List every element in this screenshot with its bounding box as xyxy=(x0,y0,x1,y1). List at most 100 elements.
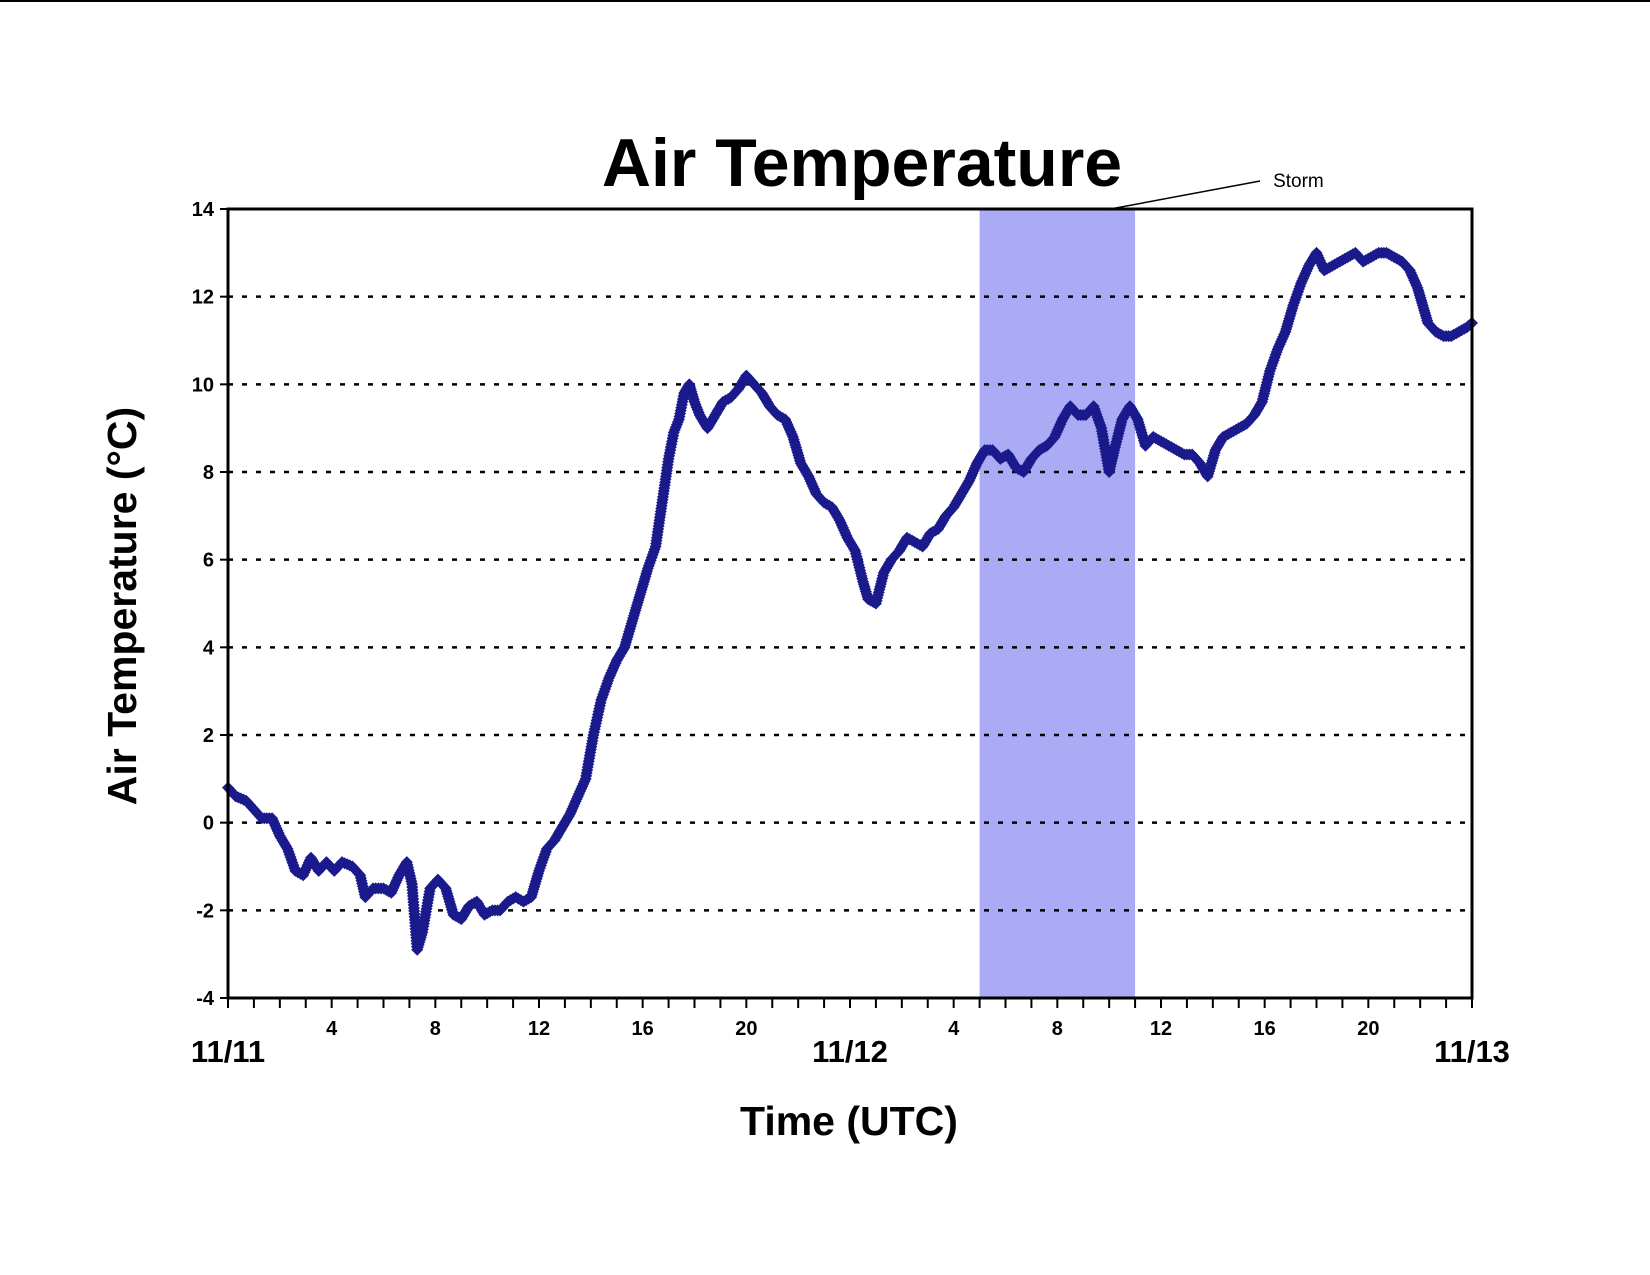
data-point xyxy=(1017,466,1030,478)
data-point xyxy=(525,891,538,904)
data-point xyxy=(1048,430,1061,443)
data-point xyxy=(346,860,359,873)
data-point xyxy=(717,395,730,408)
data-point xyxy=(970,457,983,470)
x-date-label: 11/11 xyxy=(191,1034,265,1069)
data-point xyxy=(439,882,452,895)
data-point xyxy=(1364,251,1377,264)
data-point xyxy=(610,654,623,667)
data-point xyxy=(1256,395,1269,408)
data-point xyxy=(1064,400,1077,413)
data-point xyxy=(939,509,952,522)
x-axis: 4 8 12 16 20 4 8 12 16 20 11/11 11/12 11/13 xyxy=(191,998,1510,1069)
y-tick-label: 6 xyxy=(203,550,214,572)
x-tick-label: 12 xyxy=(1150,1018,1172,1040)
data-point xyxy=(1108,444,1121,457)
data-point xyxy=(932,522,945,535)
data-point xyxy=(540,842,553,855)
data-point xyxy=(336,856,349,869)
data-point xyxy=(963,474,976,487)
data-point xyxy=(732,382,745,395)
data-point xyxy=(856,575,869,588)
data-point xyxy=(667,426,680,439)
y-tick-label: 8 xyxy=(203,462,214,484)
data-point xyxy=(1372,246,1385,259)
y-axis-title: Air Temperature (°C) xyxy=(99,407,145,805)
data-point xyxy=(1248,409,1261,422)
y-tick-label: -2 xyxy=(196,900,214,922)
x-tick-label: 20 xyxy=(1357,1018,1379,1040)
data-point xyxy=(810,487,823,500)
data-point xyxy=(255,812,268,825)
data-point xyxy=(649,540,662,553)
data-point xyxy=(994,452,1007,465)
data-point xyxy=(771,409,784,422)
data-point xyxy=(312,864,325,877)
data-point xyxy=(447,908,460,921)
data-point xyxy=(494,904,507,917)
data-point xyxy=(683,378,696,391)
data-point xyxy=(416,926,429,939)
data-point xyxy=(786,430,799,443)
data-point xyxy=(304,851,317,864)
data-point xyxy=(367,882,380,895)
data-point xyxy=(501,895,514,908)
data-point xyxy=(1271,343,1284,356)
data-point xyxy=(556,821,569,834)
data-point xyxy=(1002,448,1015,461)
data-point xyxy=(1201,470,1214,483)
storm-label-leader-line xyxy=(1104,180,1261,211)
data-point xyxy=(841,531,854,544)
data-point xyxy=(709,409,722,422)
data-point xyxy=(1445,330,1458,343)
data-point xyxy=(1287,299,1300,312)
x-tick-label: 8 xyxy=(1052,1018,1063,1040)
data-point xyxy=(478,908,491,921)
temperature-data-points xyxy=(222,246,1478,956)
data-point xyxy=(678,387,691,400)
data-point xyxy=(486,904,499,917)
data-point xyxy=(1095,422,1108,435)
data-point xyxy=(1217,430,1230,443)
data-point xyxy=(273,829,286,842)
data-point xyxy=(1040,439,1053,452)
data-point xyxy=(1033,444,1046,457)
data-point xyxy=(548,834,561,847)
data-point xyxy=(1302,259,1315,272)
data-point xyxy=(916,540,929,553)
data-point xyxy=(1103,466,1116,478)
data-point xyxy=(657,487,670,500)
data-point xyxy=(602,672,615,685)
data-point xyxy=(1333,255,1346,268)
data-point xyxy=(1186,448,1199,461)
data-point xyxy=(1240,417,1253,430)
data-point xyxy=(1123,400,1136,413)
data-point xyxy=(901,531,914,544)
data-point xyxy=(393,869,406,882)
data-point xyxy=(672,413,685,426)
y-tick-label: 0 xyxy=(203,813,214,835)
data-point xyxy=(400,856,413,869)
x-axis-title: Time (UTC) xyxy=(740,1098,958,1144)
x-tick-label: 16 xyxy=(632,1018,654,1040)
data-point xyxy=(377,882,390,895)
y-tick-label: 10 xyxy=(192,374,214,396)
data-point xyxy=(1357,255,1370,268)
x-tick-label: 16 xyxy=(1254,1018,1276,1040)
data-point xyxy=(320,856,333,869)
data-point xyxy=(1388,251,1401,264)
data-point xyxy=(641,562,654,575)
data-point xyxy=(1079,409,1092,422)
data-point xyxy=(1232,422,1245,435)
x-date-label: 11/13 xyxy=(1434,1034,1510,1069)
data-point xyxy=(794,457,807,470)
data-point xyxy=(662,452,675,465)
data-point xyxy=(1072,409,1085,422)
x-tick-label: 8 xyxy=(430,1018,441,1040)
data-point xyxy=(1341,251,1354,264)
data-point xyxy=(1349,246,1362,259)
chart-title: Air Temperature xyxy=(602,125,1122,201)
data-point xyxy=(740,369,753,382)
data-point xyxy=(724,391,737,404)
data-point xyxy=(406,878,419,891)
